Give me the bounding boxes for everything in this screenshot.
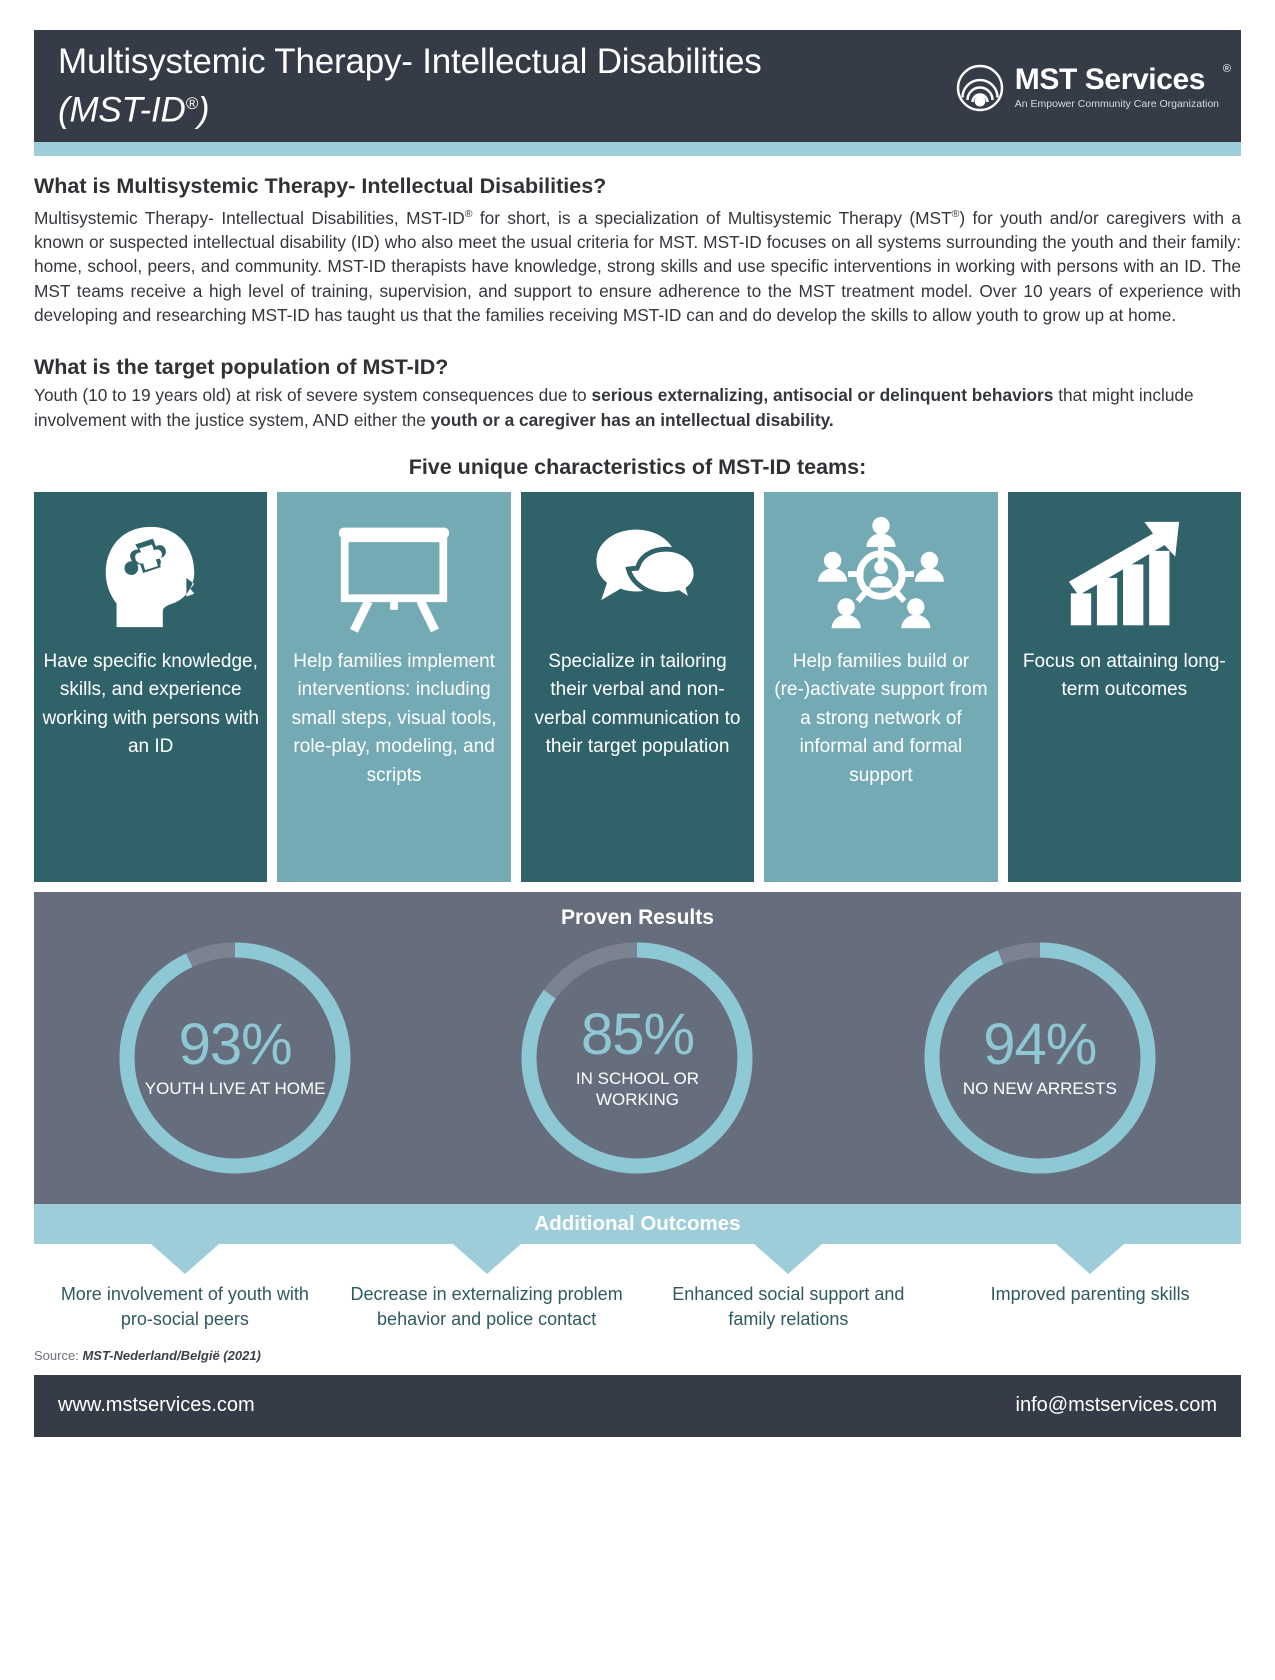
logo-wordmark: MST Services [1014,63,1206,96]
donut-chart-youth-live-at-home: 93% YOUTH LIVE AT HOME [111,934,359,1182]
target-population-paragraph: Youth (10 to 19 years old) at risk of se… [34,385,1194,430]
footer-email-link[interactable]: info@mstservices.com [1015,1394,1217,1417]
additional-outcomes-section: Additional Outcomes More involvement of … [34,1203,1241,1332]
characteristic-card-4: Help families build or (re-)activate sup… [764,491,998,882]
outcome-item-4: Improved parenting skills [990,1283,1190,1304]
donut-chart-row: 93% YOUTH LIVE AT HOME 85% IN SCHOOL OR … [34,934,1241,1182]
logo-tagline: An Empower Community Care Organization [1014,98,1219,110]
donut-label: IN SCHOOL OR WORKING [575,1068,700,1109]
section-spacer [34,327,1241,355]
donut-label: NO NEW ARRESTS [962,1079,1117,1099]
target-population-heading: What is the target population of MST-ID? [34,355,449,380]
intro-heading: What is Multisystemic Therapy- Intellect… [34,174,607,198]
donut-center-no-new-arrests: 94% NO NEW ARRESTS [916,934,1164,1182]
additional-outcomes-title: Additional Outcomes [534,1211,741,1235]
characteristics-title: Five unique characteristics of MST-ID te… [408,454,867,479]
donut-center-youth-live-at-home: 93% YOUTH LIVE AT HOME [111,934,359,1182]
source-line: Source: MST-Nederland/België (2021) [34,1348,1241,1363]
donut-label: YOUTH LIVE AT HOME [144,1079,326,1099]
characteristic-card-3-text: Specialize in tailoring their verbal and… [534,650,741,758]
infographic-page: Multisystemic Therapy- Intellectual Disa… [0,30,1275,1680]
characteristic-card-4-text: Help families build or (re-)activate sup… [774,650,988,786]
page-title: Multisystemic Therapy- Intellectual Disa… [58,41,762,132]
page-footer: www.mstservices.com info@mstservices.com [34,1374,1241,1437]
proven-results-panel: Proven Results 93% YOUTH LIVE AT HOME [34,891,1241,1204]
speech-bubbles-icon [575,512,701,640]
characteristic-card-2: Help families implement interventions: i… [277,491,511,882]
additional-outcomes-bar: Additional Outcomes [34,1203,1241,1244]
page-title-line2: (MST-ID®) [58,90,210,130]
mst-services-logo: MST Services ® An Empower Community Care… [956,60,1231,112]
outcome-item-3: Enhanced social support and family relat… [672,1283,905,1329]
outcome-pointer-2 [452,1243,521,1274]
donut-percent-value: 85% [580,1001,695,1067]
growth-chart-arrow-icon [1061,512,1187,640]
outcome-pointer-row [34,1243,1241,1274]
outcome-pointer-1 [150,1243,219,1274]
characteristic-card-1-text: Have specific knowledge, skills, and exp… [42,650,259,758]
page-header: Multisystemic Therapy- Intellectual Disa… [34,30,1241,142]
characteristic-card-5: Focus on attaining long-term outcomes [1007,491,1242,882]
outcome-item-1: More involvement of youth with pro-socia… [60,1283,309,1329]
support-network-icon [813,512,949,640]
characteristic-card-5-text: Focus on attaining long-term outcomes [1022,650,1226,701]
proven-results-title: Proven Results [561,905,714,929]
source-label: Source: [34,1347,79,1363]
donut-chart-in-school-or-working: 85% IN SCHOOL OR WORKING [513,934,761,1182]
logo-registered-mark: ® [1222,63,1231,75]
presentation-board-icon [331,512,457,640]
outcome-pointer-4 [1056,1243,1125,1274]
donut-percent-value: 93% [178,1012,293,1078]
donut-center-in-school-or-working: 85% IN SCHOOL OR WORKING [513,934,761,1182]
outcome-item-2: Decrease in externalizing problem behavi… [350,1283,623,1329]
donut-percent-value: 94% [983,1012,1097,1078]
mst-concentric-circles-icon [956,64,1004,112]
page-title-line1: Multisystemic Therapy- Intellectual Disa… [58,41,762,81]
head-puzzle-icon [92,512,210,640]
donut-chart-no-new-arrests: 94% NO NEW ARRESTS [916,934,1164,1182]
characteristic-card-2-text: Help families implement interventions: i… [291,650,497,786]
outcome-list: More involvement of youth with pro-socia… [34,1282,1241,1332]
header-accent-bar [34,142,1241,156]
footer-website-link[interactable]: www.mstservices.com [58,1394,255,1417]
source-citation: MST-Nederland/België (2021) [82,1347,261,1363]
outcome-pointer-3 [754,1243,823,1274]
characteristic-card-1: Have specific knowledge, skills, and exp… [34,491,268,882]
characteristic-card-3: Specialize in tailoring their verbal and… [520,491,755,882]
intro-paragraph: Multisystemic Therapy- Intellectual Disa… [34,207,1242,325]
characteristics-card-row: Have specific knowledge, skills, and exp… [34,491,1242,882]
